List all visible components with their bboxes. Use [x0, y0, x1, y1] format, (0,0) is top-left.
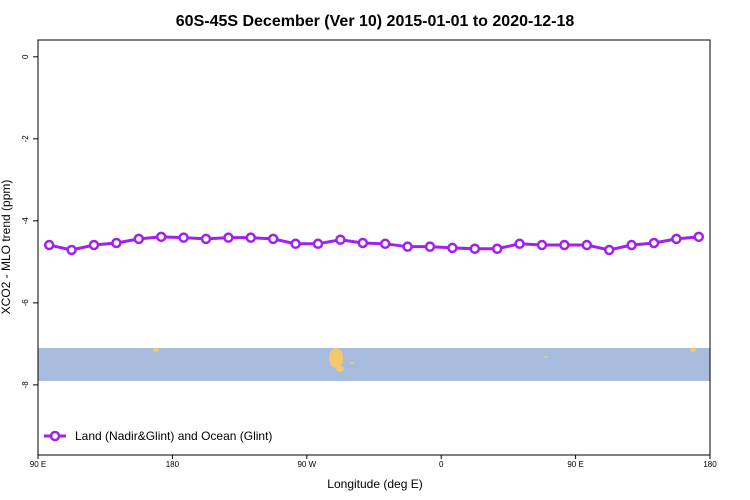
point: [693, 231, 705, 243]
y-tick-label: -6: [21, 299, 30, 307]
x-tick-label: 180: [166, 460, 180, 469]
y-axis-label: XCO2 - MLO trend (ppm): [0, 180, 13, 315]
x-tick-label: 90 W: [297, 460, 316, 469]
point: [178, 232, 189, 243]
x-tick-label: 90 E: [30, 460, 46, 469]
point: [335, 234, 346, 245]
point: [648, 237, 660, 249]
plot-frame: [37, 39, 711, 456]
point: [469, 243, 481, 254]
point: [559, 239, 570, 251]
point: [536, 239, 548, 251]
legend-marker: [49, 430, 61, 442]
point: [267, 233, 279, 245]
legend-label: Land (Nadir&Glint) and Ocean (Glint): [75, 429, 272, 443]
point: [66, 244, 77, 256]
point: [581, 239, 593, 251]
x-tick-label: 0: [439, 460, 444, 469]
point: [245, 232, 257, 243]
point: [357, 237, 369, 249]
point: [43, 239, 55, 251]
point: [491, 243, 503, 254]
map-ocean: [38, 348, 710, 381]
point: [402, 241, 413, 252]
point: [111, 237, 122, 249]
map-land: [153, 348, 696, 372]
point: [671, 233, 682, 245]
point: [200, 233, 212, 245]
y-tick-label: -4: [21, 217, 30, 225]
chart-title: 60S-45S December (Ver 10) 2015-01-01 to …: [176, 13, 575, 30]
point: [312, 238, 324, 250]
point: [290, 238, 301, 250]
x-tick-label: 90 E: [567, 460, 583, 469]
point: [379, 238, 391, 250]
y-tick-label: 0: [21, 54, 30, 59]
point: [223, 232, 234, 243]
point: [514, 238, 525, 250]
y-tick-label: -8: [21, 381, 30, 389]
x-tick-label: 180: [703, 460, 717, 469]
point: [133, 233, 145, 245]
point: [424, 241, 436, 252]
point: [603, 244, 615, 256]
series-line: [48, 235, 699, 252]
point: [155, 231, 167, 243]
y-tick-label: -2: [21, 135, 30, 143]
point: [88, 239, 100, 251]
point: [626, 239, 637, 251]
x-axis-label: Longitude (deg E): [327, 477, 422, 491]
point: [447, 242, 458, 254]
